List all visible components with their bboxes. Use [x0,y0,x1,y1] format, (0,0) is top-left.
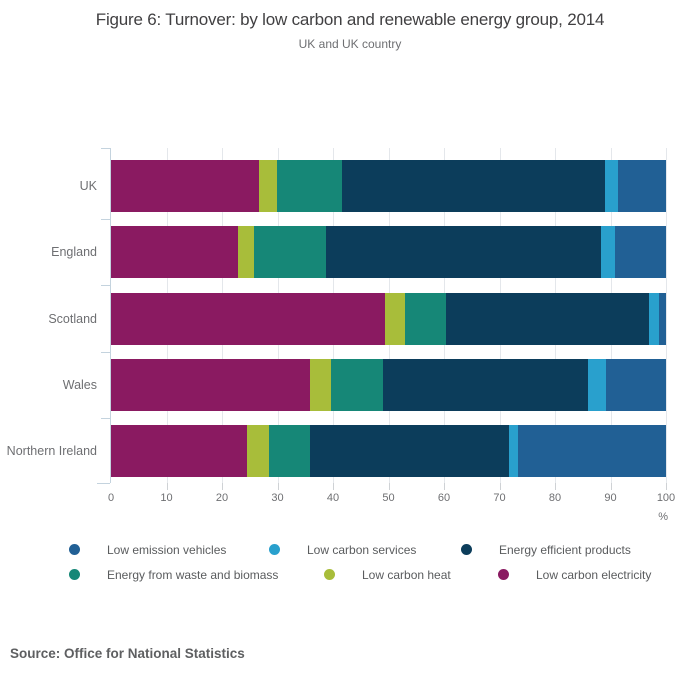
bar-segment[interactable] [309,425,510,478]
x-axis-tick [388,483,390,490]
legend-dot-icon [269,544,280,555]
x-tick-label: 90 [604,492,617,504]
bar-segment[interactable] [588,358,607,411]
x-axis-tick [222,483,223,490]
bar-segment[interactable] [269,425,310,478]
y-axis-tick [101,285,110,287]
bar-segment[interactable] [259,160,277,212]
legend-item[interactable]: Low carbon heat [324,567,451,582]
category-label: UK [79,179,97,193]
x-tick-label: 30 [271,492,284,504]
bar-segment[interactable] [405,292,446,345]
bar-row-england [111,226,666,279]
legend-dot-icon [324,569,335,580]
legend-dot-icon [69,569,80,580]
chart-title: Figure 6: Turnover: by low carbon and re… [95,10,605,29]
legend-dot-icon [69,544,80,555]
bar-segment[interactable] [342,160,605,212]
legend-item[interactable]: Low emission vehicles [69,542,226,557]
x-axis-unit-label: % [658,511,668,523]
legend-item[interactable]: Energy efficient products [461,542,631,557]
bar-segment[interactable] [606,358,666,411]
legend-item[interactable]: Energy from waste and biomass [69,567,278,582]
gridline [666,148,667,483]
bar-segment[interactable] [617,160,666,212]
category-label: Northern Ireland [6,444,97,459]
bar-segment[interactable] [659,292,666,345]
bar-segment[interactable] [309,358,332,411]
y-axis-tick [97,483,110,484]
bar-segment[interactable] [111,292,385,345]
x-axis-tick [444,483,445,490]
category-label: England [51,245,97,260]
bar-segment[interactable] [518,425,666,478]
bar-segment[interactable] [111,425,247,478]
bar-segment[interactable] [649,292,660,345]
bar-row-uk [111,160,666,212]
legend-label: Low carbon heat [362,567,451,582]
legend-label: Energy from waste and biomass [107,567,279,582]
x-tick-label: 0 [107,492,115,504]
bar-segment[interactable] [237,226,254,279]
x-tick-label: 50 [382,492,395,504]
x-axis-tick [166,483,168,490]
bar-segment[interactable] [604,160,618,212]
bar-segment[interactable] [445,292,650,345]
bar-row-northern-ireland [111,425,666,478]
x-tick-label: 20 [215,492,229,504]
bar-segment[interactable] [382,358,589,411]
x-tick-label: 40 [326,492,340,504]
legend-item[interactable]: Low carbon electricity [498,567,651,582]
category-label: Scotland [48,311,97,326]
x-tick-label: 100 [656,492,676,504]
x-axis-tick [277,483,279,490]
x-tick-label: 60 [437,492,451,504]
bar-segment[interactable] [111,358,310,411]
bar-segment[interactable] [601,226,615,279]
legend-item[interactable]: Low carbon services [269,542,416,557]
legend-label: Energy efficient products [499,542,631,557]
x-axis-tick [333,483,334,490]
y-axis-tick [101,219,110,221]
bar-segment[interactable] [384,292,406,345]
legend-dot-icon [498,569,509,580]
category-label: Wales [62,377,97,392]
x-tick-label: 10 [160,492,173,504]
y-axis-tick [101,418,110,420]
y-axis-tick [101,351,110,353]
legend-label: Low carbon services [307,542,417,557]
x-tick-label: 80 [548,492,562,504]
bar-segment[interactable] [276,160,343,212]
bar-segment[interactable] [509,425,519,478]
bar-segment[interactable] [614,226,666,279]
y-axis-line [110,148,111,483]
bar-row-wales [111,358,666,411]
chart-subtitle: UK and UK country [298,37,402,51]
y-axis-tick [101,148,110,149]
x-tick-label: 70 [493,492,506,504]
legend-dot-icon [461,544,472,555]
x-axis-tick [666,483,667,490]
bar-row-scotland [111,292,666,345]
bar-segment[interactable] [111,226,238,279]
bar-segment[interactable] [246,425,270,478]
x-axis-tick [610,483,612,490]
x-axis-tick [555,483,556,490]
source-note: Source: Office for National Statistics [10,646,245,661]
legend-label: Low emission vehicles [107,542,227,557]
legend-label: Low carbon electricity [536,567,652,582]
bar-segment[interactable] [253,226,326,279]
bar-segment[interactable] [111,160,260,212]
bar-segment[interactable] [331,358,383,411]
bar-segment[interactable] [325,226,602,279]
x-axis-tick [499,483,501,490]
